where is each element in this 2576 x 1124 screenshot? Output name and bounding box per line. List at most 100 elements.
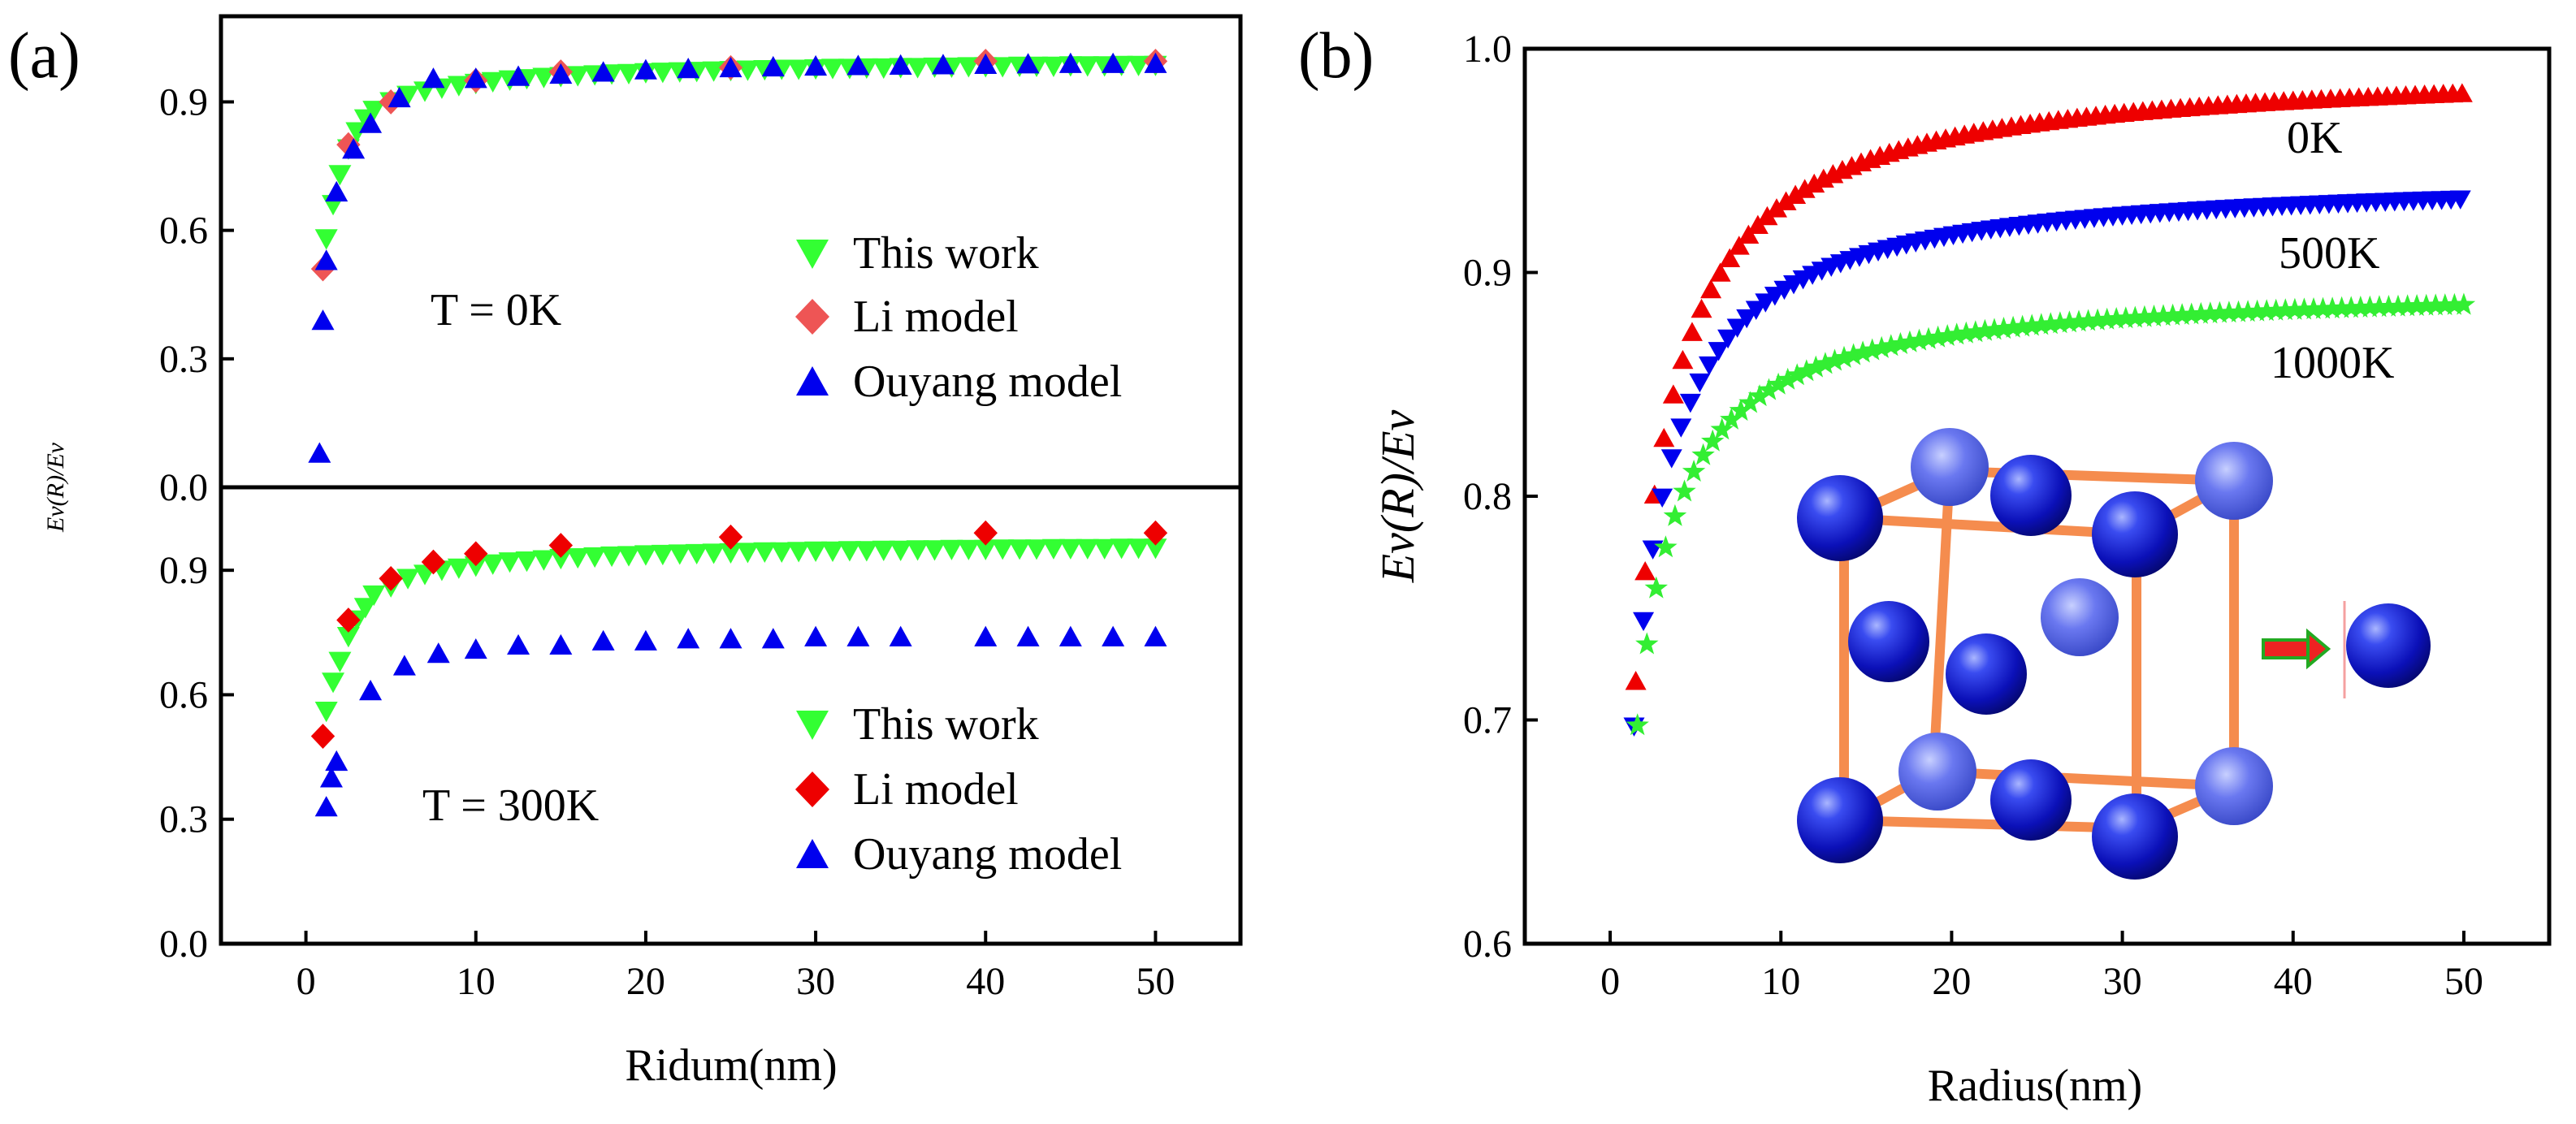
b-point-1000k [2452,292,2476,315]
b-point-1000k [2180,302,2203,325]
a-bottom-point-ouyang-model [507,633,530,655]
b-marks [1623,83,2476,737]
a-bottom-point-this-work [617,546,640,567]
a-top-point-this-work [991,57,1015,78]
b-point-0k [1765,198,1787,218]
b-ylabel: Ev(R)/Ev [1371,409,1424,583]
a-top-legend-marker-this-work [796,240,829,269]
b-point-0k [1719,248,1741,268]
a-top-annotation: T = 0K [431,285,561,335]
a-top-point-li-model [379,89,403,115]
a-bottom-point-ouyang-model [359,680,383,701]
a-bottom-point-li-model [310,724,336,749]
b-point-1000k [2330,296,2353,318]
b-ytick-label: 0.6 [1463,923,1512,966]
a-top-point-this-work [651,63,674,84]
a-top-legend-ouyang: Ouyang model [853,357,1122,407]
b-point-1000k [1992,317,2015,339]
a-bottom-ytick-label: 0.9 [159,549,208,592]
a-top-point-ouyang-model [634,58,657,80]
a-top-marks [308,48,1168,463]
b-point-1000k [1654,535,1678,558]
b-point-1000k [1851,340,1875,363]
a-bottom-point-this-work [1059,538,1082,560]
a-bottom-xtick-label: 10 [457,960,496,1003]
b-point-1000k [2377,295,2401,317]
a-top-point-this-work [617,63,640,84]
b-point-1000k [2340,296,2363,318]
b-point-1000k [1842,343,1865,365]
b-point-1000k [2048,311,2072,334]
b-point-1000k [2011,314,2034,337]
b-point-1000k [1710,417,1734,440]
b-point-1000k [1747,384,1772,407]
b-point-1000k [2058,310,2081,333]
b-point-1000k [1701,429,1725,452]
a-bottom-point-this-work [481,554,504,575]
a-top-point-ouyang-model [507,65,530,86]
plot-a-top-frame [219,14,1243,490]
a-bottom-point-this-work [362,585,386,607]
a-bottom-point-this-work [889,540,912,561]
a-top-point-this-work [362,101,386,122]
a-bottom-point-this-work [821,541,844,562]
b-xtick-label: 40 [2274,960,2313,1003]
a-bottom-point-li-model [464,541,488,567]
a-bottom-ticks: 0.0 0.3 0.6 0.9 0 10 20 30 40 50 [159,549,1175,1003]
a-bottom-point-this-work [532,550,556,571]
a-top-point-ouyang-model [591,61,615,82]
b-point-0k [1728,236,1750,255]
b-point-1000k [2151,304,2176,326]
a-bottom-point-ouyang-model [974,625,998,646]
b-point-1000k [2433,293,2457,316]
a-bottom-xtick-label: 0 [297,960,316,1003]
a-bottom-point-ouyang-model [761,628,785,649]
a-top-legend-marker-li-model [795,299,829,335]
b-point-1000k [1945,322,1968,345]
b-ytick-label: 0.7 [1463,699,1512,742]
b-point-1000k [2161,303,2184,326]
a-bottom-point-li-model [1143,520,1168,546]
a-bottom-point-this-work [787,542,811,563]
a-bottom-point-this-work [702,543,725,564]
b-point-1000k [2095,307,2119,330]
b-point-0k [1681,322,1703,341]
a-bottom-point-this-work [1127,538,1150,560]
a-bottom-point-this-work [991,539,1015,560]
a-top-point-this-work [872,58,895,80]
a-top-point-ouyang-model [422,67,445,89]
b-point-1000k [1982,318,2007,340]
b-point-1000k [2227,300,2250,322]
b-point-1000k [1926,325,1950,348]
a-top-point-ouyang-model [1059,52,1082,73]
a-top-point-ouyang-model [464,67,487,89]
a-top-ytick-label: 0.9 [159,80,208,123]
b-point-1000k [2301,297,2326,319]
b-point-500k [2449,190,2471,210]
b-point-1000k [2424,293,2448,316]
a-bottom-marks [310,520,1168,817]
a-bottom-point-this-work [838,541,861,562]
a-bottom-point-li-model [548,533,574,558]
b-point-1000k [2443,292,2466,315]
a-top-legend: This work Li model Ouyang model [795,228,1122,407]
a-bottom-point-ouyang-model [1016,625,1040,646]
a-bottom-point-this-work [685,543,708,565]
a-bottom-legend-this-work: This work [853,699,1039,750]
a-xlabel: Ridum(nm) [625,1040,837,1091]
b-point-1000k [1766,372,1790,395]
b-point-1000k [2105,307,2128,329]
a-bottom-legend-ouyang: Ouyang model [853,829,1122,880]
a-top-point-this-work [532,67,556,89]
b-point-500k [1745,300,1767,320]
b-xtick-label: 10 [1761,960,1800,1003]
panel-label-b: (b) [1298,20,1374,92]
a-bottom-point-li-model [379,566,403,591]
a-top-point-ouyang-model [974,53,998,74]
b-point-1000k [2264,298,2288,321]
a-top-point-ouyang-model [549,63,573,84]
b-point-0k [1691,298,1712,318]
a-bottom-point-this-work [634,545,657,566]
b-point-1000k [1973,318,1997,341]
